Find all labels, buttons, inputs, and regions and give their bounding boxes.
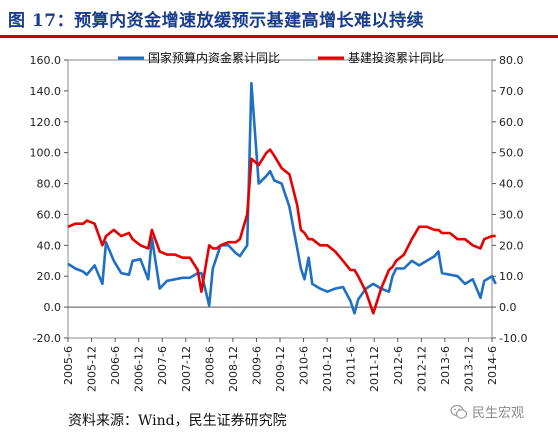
x-tick-label: 2009-12: [274, 346, 287, 392]
y-right-tick-label: 80.0: [499, 54, 524, 67]
y-left-tick-label: 40.0: [37, 239, 62, 252]
x-tick-label: 2005-12: [86, 346, 99, 392]
title-bar: 图 17：预算内资金增速放缓预示基建高增长难以持续: [0, 0, 558, 38]
legend-label-2: 基建投资累计同比: [348, 50, 444, 65]
y-right-tick-label: 70.0: [499, 85, 524, 98]
x-tick-label: 2010-12: [321, 346, 334, 392]
source-note: 资料来源：Wind，民生证券研究院: [68, 413, 287, 429]
watermark-text: 民生宏观: [472, 406, 525, 421]
y-left-tick-label: 60.0: [37, 208, 62, 221]
x-tick-label: 2006-6: [109, 346, 122, 385]
y-axis-right: -10.0 0.0 10.0 20.0 30.0 40.0 50.0 60.0 70.0 80.0: [492, 54, 527, 345]
y-right-tick-label: 30.0: [499, 208, 524, 221]
y-left-tick-label: 140.0: [30, 85, 62, 98]
series-layer: [67, 81, 497, 315]
y-left-tick-label: 80.0: [37, 178, 62, 191]
legend: 国家预算内资金累计同比 基建投资累计同比: [118, 50, 444, 65]
x-tick-label: 2009-6: [250, 346, 263, 385]
y-right-tick-label: -10.0: [499, 332, 527, 345]
y-right-tick-label: 10.0: [499, 270, 524, 283]
line-chart: -20.0 0.0 20.0 40.0 60.0 80.0 100.0 120.0 140.0 1…: [30, 50, 528, 392]
plot-border: [67, 59, 493, 339]
x-tick-label: 2012-6: [392, 346, 405, 385]
y-axis-left: -20.0 0.0 20.0 40.0 60.0 80.0 100.0 120.0 140.0 1…: [30, 54, 68, 345]
wechat-icon: [450, 404, 468, 419]
x-tick-label: 2008-6: [203, 346, 216, 385]
x-tick-label: 2012-12: [415, 346, 428, 392]
x-tick-label: 2006-12: [133, 346, 146, 392]
x-tick-label: 2010-6: [298, 346, 311, 385]
plot-frame: [67, 59, 493, 339]
y-right-tick-label: 40.0: [499, 178, 524, 191]
y-left-tick-label: 0.0: [44, 301, 62, 314]
x-tick-label: 2013-12: [462, 346, 475, 392]
y-left-tick-label: 120.0: [30, 116, 62, 129]
y-left-tick-label: 100.0: [30, 147, 62, 160]
x-axis: 2005-6 2005-12 2006-6 2006-12 2007-6 2007-12 2…: [62, 338, 499, 392]
x-tick-label: 2005-6: [62, 346, 75, 385]
y-left-tick-label: 160.0: [30, 54, 62, 67]
y-left-tick-label: 20.0: [37, 270, 62, 283]
watermark: 民生宏观: [450, 402, 524, 421]
y-right-tick-label: 60.0: [499, 116, 524, 129]
x-tick-label: 2011-6: [345, 346, 358, 385]
y-right-tick-label: 0.0: [499, 301, 517, 314]
series-line-2: [67, 148, 496, 315]
x-tick-label: 2007-6: [156, 346, 169, 385]
x-tick-label: 2008-12: [227, 346, 240, 392]
series-line-1: [67, 81, 497, 315]
legend-label-1: 国家预算内资金累计同比: [148, 50, 280, 65]
x-tick-label: 2013-6: [439, 346, 452, 385]
title-divider: [0, 35, 558, 38]
x-tick-label: 2014-6: [486, 346, 499, 385]
y-left-tick-label: -20.0: [33, 332, 61, 345]
x-tick-label: 2011-12: [368, 346, 381, 392]
y-right-tick-label: 20.0: [499, 239, 524, 252]
y-right-tick-label: 50.0: [499, 147, 524, 160]
x-tick-label: 2007-12: [180, 346, 193, 392]
figure-title: 图 17：预算内资金增速放缓预示基建高增长难以持续: [8, 11, 425, 31]
